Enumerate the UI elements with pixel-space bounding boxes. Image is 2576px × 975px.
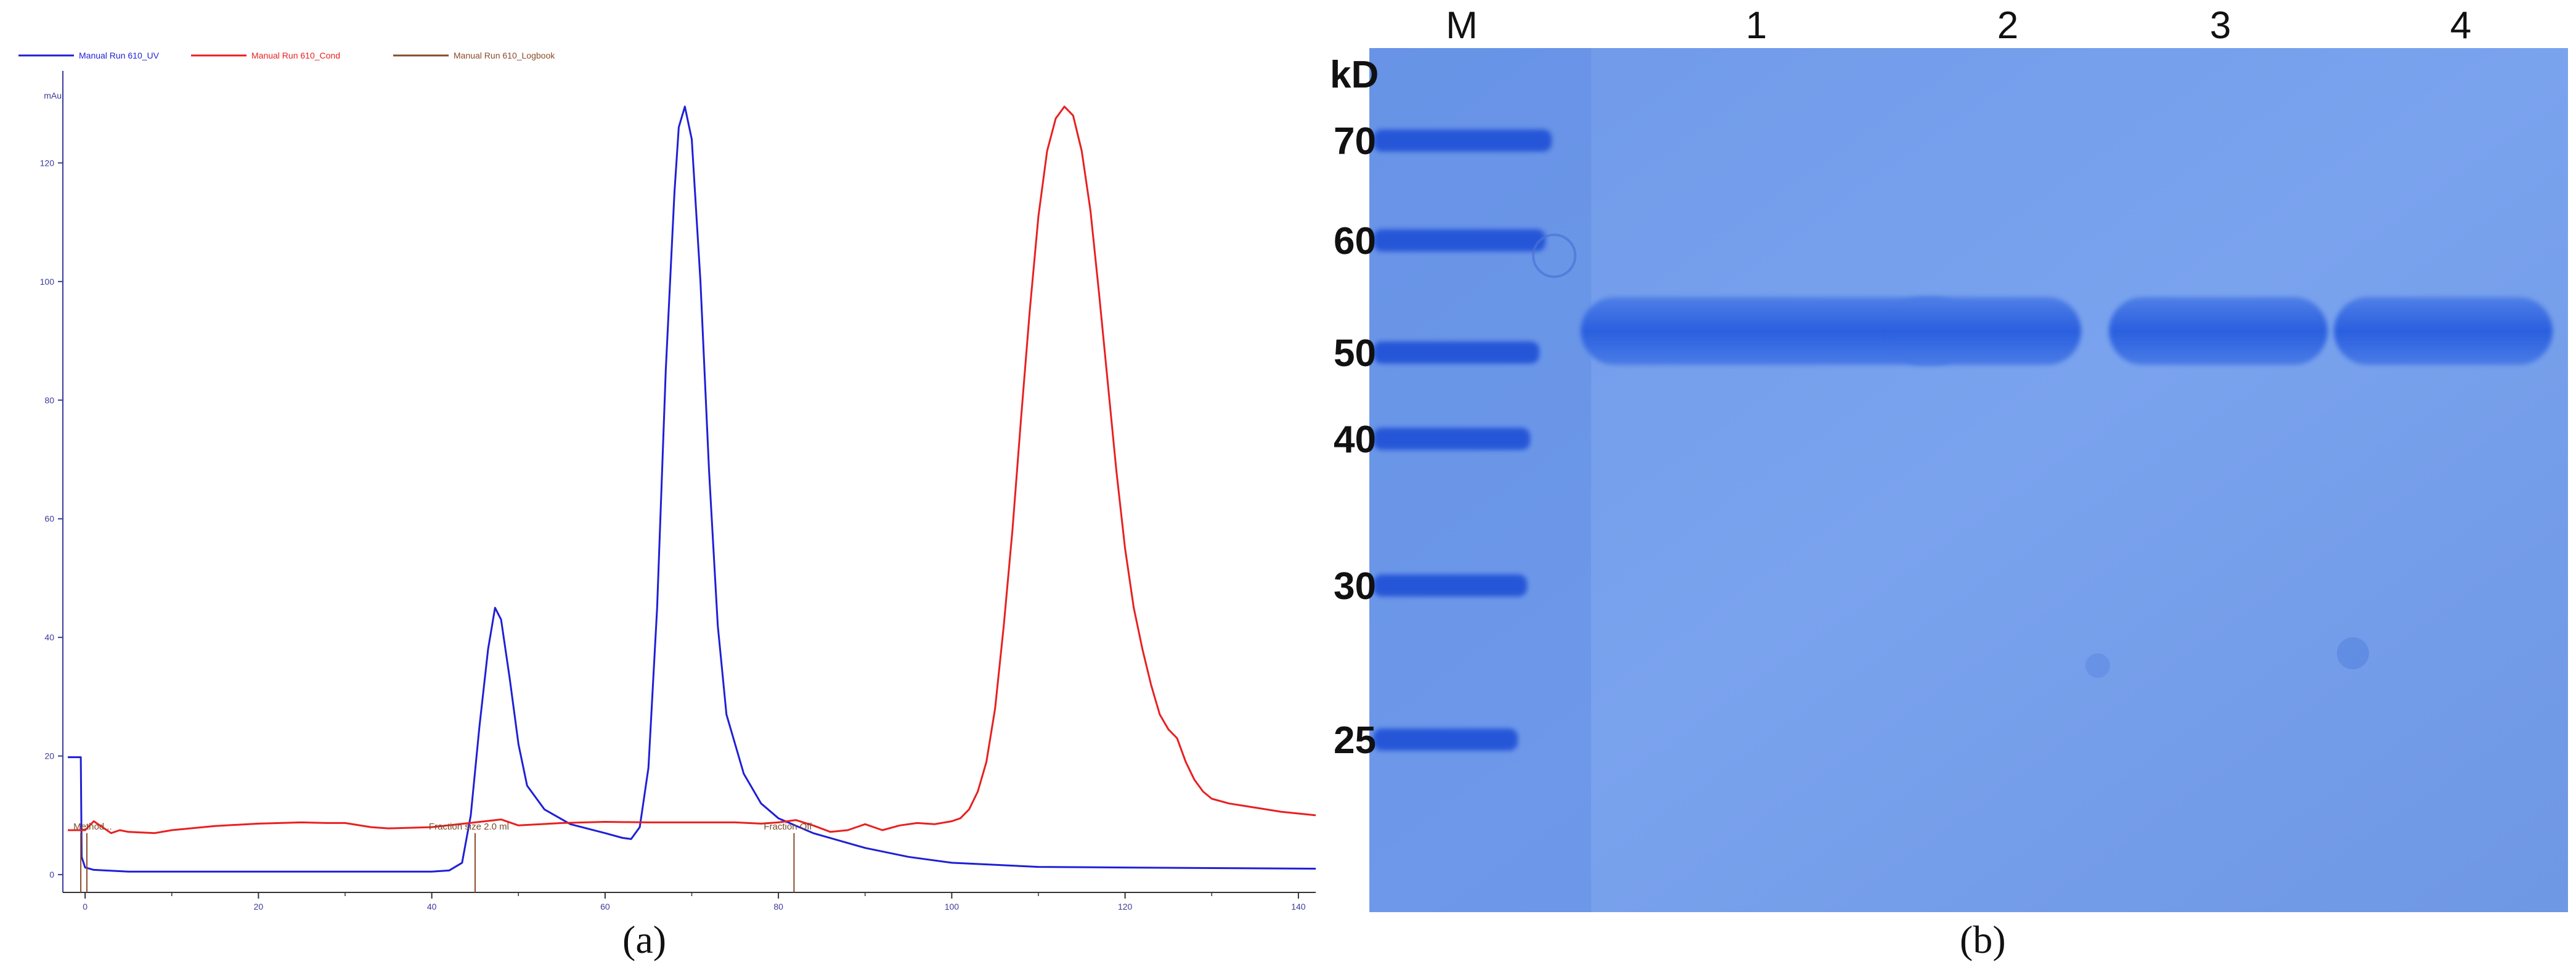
x-tick-label: 140: [1291, 902, 1306, 912]
marker-band: [1373, 728, 1518, 751]
mw-label: 25: [1334, 719, 1376, 762]
sample-band: [2334, 297, 2553, 365]
gel-spot: [2085, 653, 2110, 678]
logbook-label: Fraction size 2.0 ml: [429, 822, 509, 832]
gel-image: M 1 2 3 4 kD 70 60 50 40 30 25: [1330, 4, 2568, 912]
series-line: [68, 105, 1316, 834]
marker-band: [1373, 229, 1546, 251]
x-tick-label: 100: [945, 902, 960, 912]
logbook-label: Fraction Off: [764, 822, 812, 832]
lane-label: 1: [1746, 4, 1767, 47]
sample-band: [1581, 297, 1969, 365]
lane-label: 2: [1997, 4, 2018, 47]
y-tick-label: 120: [40, 158, 55, 168]
panel-b-caption: (b): [1960, 918, 2006, 961]
marker-band: [1373, 574, 1527, 597]
logbook-label: Method...: [73, 822, 112, 832]
marker-band: [1373, 129, 1552, 152]
mw-label: 40: [1334, 418, 1376, 461]
x-tick-label: 120: [1118, 902, 1133, 912]
x-tick-label: 60: [600, 902, 610, 912]
gel-background: [1369, 48, 2568, 912]
legend-entry: Manual Run 610_Cond: [251, 51, 340, 60]
sample-band: [1888, 297, 2081, 365]
y-axis-label: mAu: [44, 91, 62, 100]
chromatogram-panel: 0 20 40 60 80 100 120 mAu 0 20 40 60 80 100 120 140 Manu…: [18, 51, 1316, 912]
lane-label: 4: [2450, 4, 2471, 47]
mw-label: 70: [1334, 120, 1376, 163]
x-tick-label: 20: [254, 902, 264, 912]
series-line: [68, 105, 1316, 873]
legend-entry: Manual Run 610_UV: [79, 51, 160, 60]
gel-panel: M 1 2 3 4 kD 70 60 50 40 30 25: [1325, 0, 2576, 975]
sample-band: [2109, 297, 2328, 365]
unit-label: kD: [1330, 54, 1379, 96]
gel-bubble: [1532, 234, 1576, 278]
mw-label: 60: [1334, 220, 1376, 263]
y-tick-label: 0: [49, 870, 54, 879]
y-tick-label: 60: [44, 514, 54, 524]
mw-label: 30: [1334, 565, 1376, 608]
lane-label: 3: [2210, 4, 2231, 47]
x-tick-label: 40: [427, 902, 437, 912]
x-tick-label: 80: [773, 902, 783, 912]
y-tick-label: 80: [44, 395, 54, 405]
mw-label: 50: [1334, 332, 1376, 375]
y-tick-label: 40: [44, 632, 54, 642]
marker-lane: [1369, 48, 1591, 912]
legend-entry: Manual Run 610_Logbook: [454, 51, 555, 60]
y-tick-label: 20: [44, 751, 54, 761]
chromatogram-chart: 0 20 40 60 80 100 120 mAu 0 20 40 60 80 100 120 140 Manu…: [18, 51, 1316, 912]
panel-a-caption: (a): [622, 918, 667, 961]
y-tick-label: 100: [40, 277, 55, 287]
marker-band: [1373, 341, 1539, 364]
gel-spot: [2337, 637, 2369, 669]
x-tick-label: 0: [83, 902, 88, 912]
marker-band: [1373, 428, 1530, 450]
lane-label: M: [1446, 4, 1478, 47]
